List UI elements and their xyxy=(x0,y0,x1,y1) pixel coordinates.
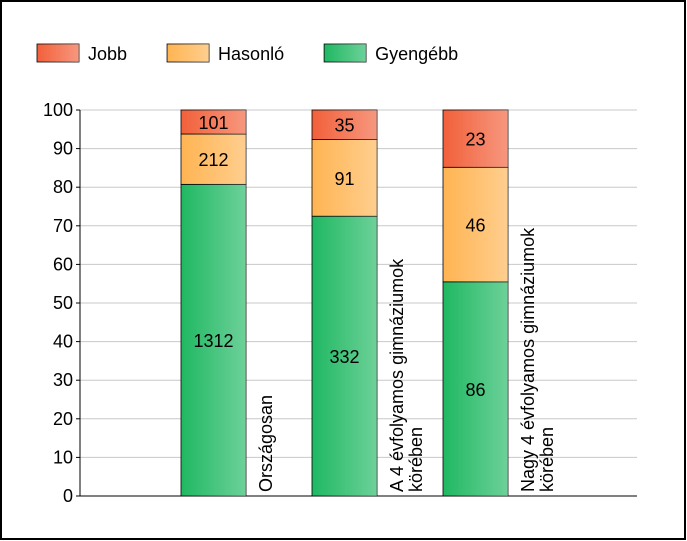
y-tick-label: 80 xyxy=(53,177,73,197)
legend-label: Gyengébb xyxy=(375,44,458,64)
y-tick-label: 30 xyxy=(53,370,73,390)
data-label: 91 xyxy=(334,169,354,189)
bar-shine xyxy=(443,110,508,168)
legend-label: Hasonló xyxy=(218,44,284,64)
y-tick-label: 100 xyxy=(43,100,73,120)
bar-shine xyxy=(443,281,508,496)
legend-swatch-shine xyxy=(167,44,210,62)
bar-shine xyxy=(181,184,246,496)
bar-shine xyxy=(181,110,246,134)
x-tick-label: A 4 évfolyamos gimnáziumokkörében xyxy=(387,258,426,492)
y-tick-label: 50 xyxy=(53,293,73,313)
y-tick-label: 70 xyxy=(53,216,73,236)
y-tick-label: 40 xyxy=(53,332,73,352)
data-label: 23 xyxy=(465,130,485,150)
y-tick-label: 90 xyxy=(53,139,73,159)
bar-shine xyxy=(443,167,508,282)
y-tick-label: 20 xyxy=(53,409,73,429)
x-tick-label: Nagy 4 évfolyamos gimnáziumokkörében xyxy=(518,227,557,492)
data-label: 212 xyxy=(198,150,228,170)
data-label: 332 xyxy=(329,347,359,367)
data-label: 86 xyxy=(465,380,485,400)
y-tick-label: 60 xyxy=(53,254,73,274)
y-tick-label: 0 xyxy=(63,486,73,506)
x-tick-label: Országosan xyxy=(256,395,276,492)
legend-label: Jobb xyxy=(88,44,127,64)
data-label: 35 xyxy=(334,116,354,136)
bar-shine xyxy=(181,133,246,185)
legend-swatch-shine xyxy=(37,44,79,62)
data-label: 1312 xyxy=(193,331,233,351)
data-label: 46 xyxy=(465,216,485,236)
legend-swatch-shine xyxy=(324,44,367,62)
data-label: 101 xyxy=(198,113,228,133)
bar-shine xyxy=(312,216,377,496)
y-tick-label: 10 xyxy=(53,447,73,467)
bar-shine xyxy=(312,110,377,140)
bar-shine xyxy=(312,139,377,217)
